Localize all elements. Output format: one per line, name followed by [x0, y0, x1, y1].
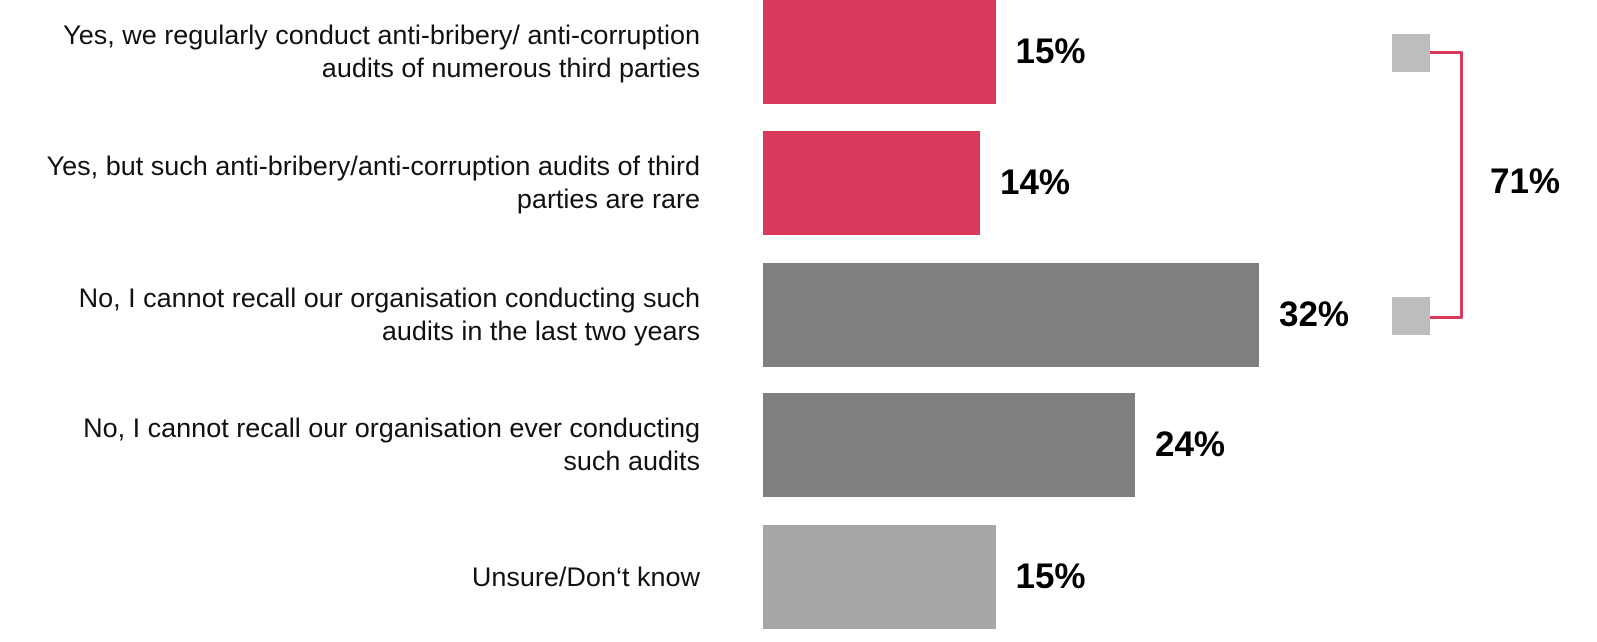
bracket-line: [1430, 51, 1463, 319]
bar: [763, 525, 996, 629]
category-label-text: Yes, we regularly conduct anti-bribery/ …: [63, 20, 700, 83]
value-label: 14%: [1000, 163, 1071, 202]
category-label: Yes, we regularly conduct anti-bribery/ …: [20, 0, 700, 104]
bracket-total-label: 71%: [1490, 162, 1561, 201]
category-label: Unsure/Don‘t know: [20, 525, 700, 629]
category-label-text: Yes, but such anti-bribery/anti-corrupti…: [46, 151, 700, 214]
category-label-text: Unsure/Don‘t know: [471, 561, 700, 592]
category-label-text: No, I cannot recall our organisation eve…: [83, 413, 700, 476]
category-label: No, I cannot recall our organisation con…: [20, 263, 700, 367]
bracket-marker-top: [1392, 34, 1430, 72]
bar: [763, 393, 1135, 497]
category-label-text: No, I cannot recall our organisation con…: [78, 283, 700, 346]
bar: [763, 131, 980, 235]
bracket-marker-bottom: [1392, 297, 1430, 335]
value-label: 15%: [1015, 32, 1086, 71]
bar: [763, 0, 996, 104]
value-label: 32%: [1279, 295, 1350, 334]
value-label: 24%: [1155, 425, 1226, 464]
category-label: No, I cannot recall our organisation eve…: [20, 393, 700, 497]
value-label: 15%: [1015, 557, 1086, 596]
bar: [763, 263, 1259, 367]
category-label: Yes, but such anti-bribery/anti-corrupti…: [20, 131, 700, 235]
